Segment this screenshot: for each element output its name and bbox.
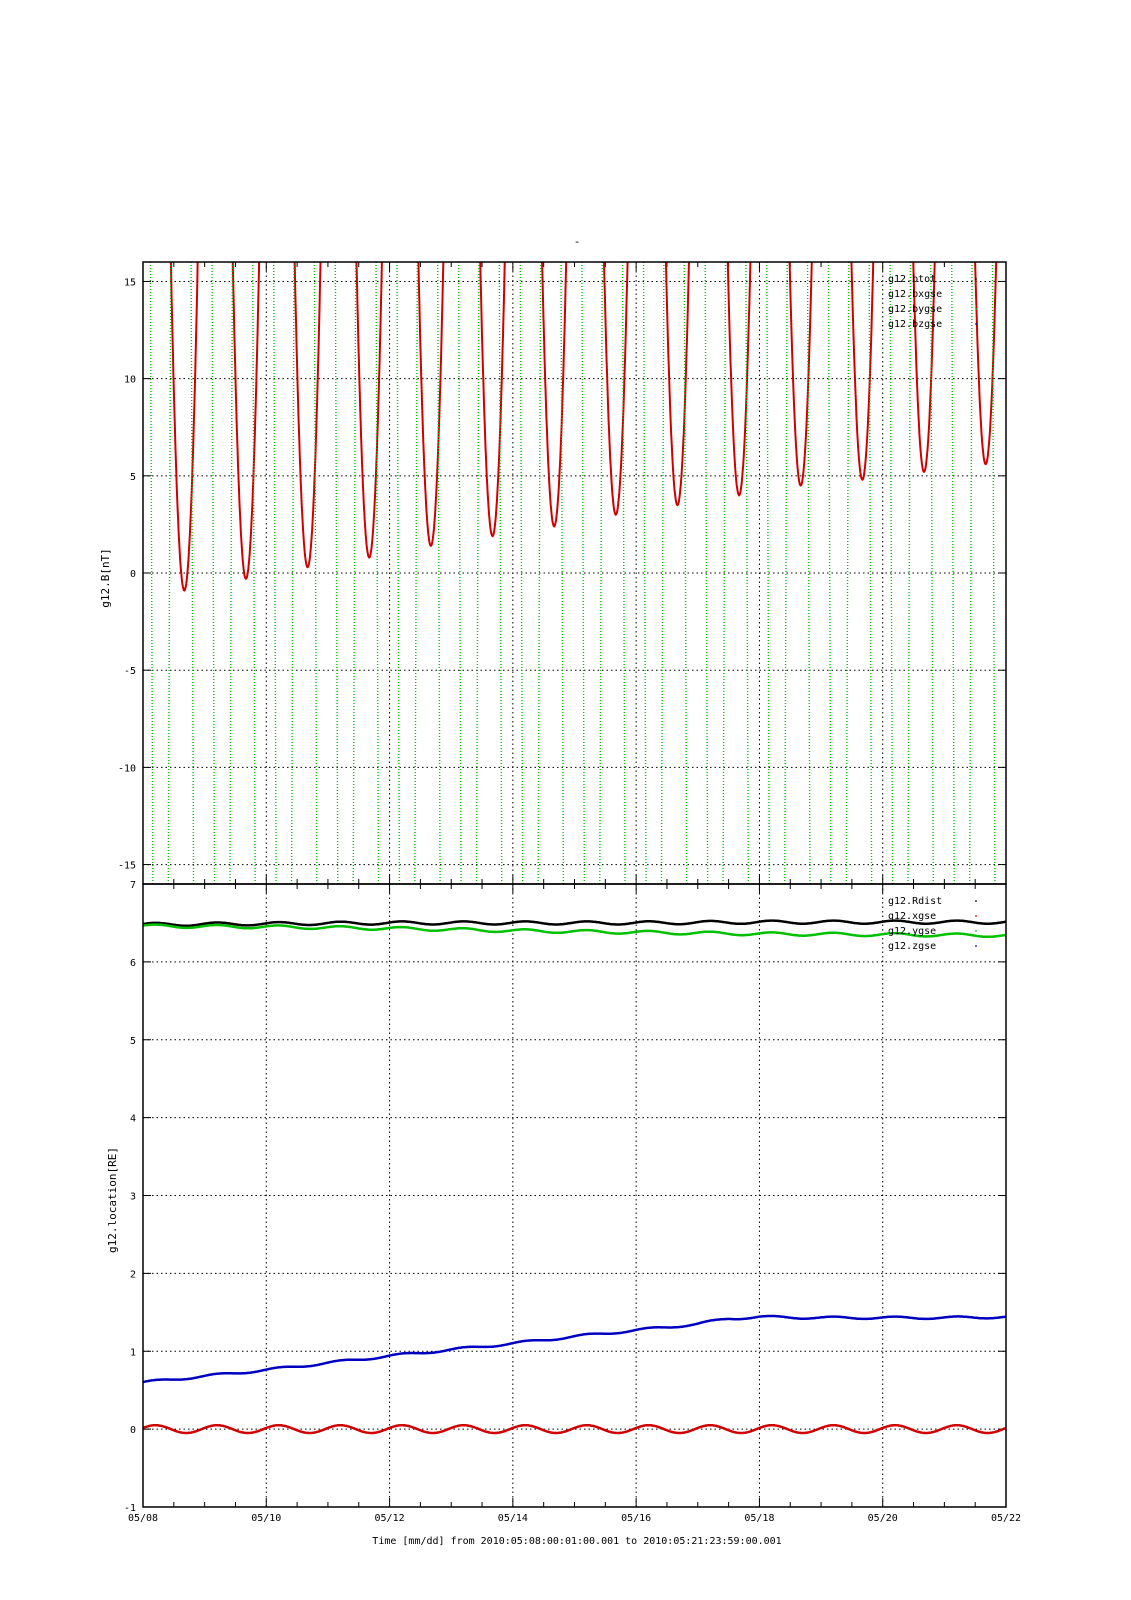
- x-tick-label: 05/14: [498, 1513, 528, 1524]
- y-tick-label: -5: [124, 666, 136, 677]
- legend-marker: [975, 278, 977, 280]
- series-line: [211, 262, 216, 884]
- y-tick-label: 1: [130, 1347, 136, 1358]
- figure-title: -: [574, 235, 581, 248]
- legend-entry: g12.zgse: [888, 941, 936, 952]
- legend-marker: [975, 945, 977, 947]
- series-line: [581, 262, 586, 884]
- series-line: [396, 262, 401, 884]
- series-line: [229, 262, 234, 884]
- y-tick-label: 7: [130, 880, 136, 891]
- y-tick-label: 2: [130, 1269, 136, 1280]
- series-line: [436, 262, 441, 884]
- series-line: [169, 262, 998, 592]
- legend-marker: [975, 930, 977, 932]
- legend-entry: g12.Rdist: [888, 896, 942, 907]
- y-tick-label: 10: [124, 375, 136, 386]
- y-tick-label: -15: [118, 861, 136, 872]
- y-tick-label: -10: [118, 763, 136, 774]
- plot-area: [143, 919, 1006, 1435]
- y-tick-label: 6: [130, 958, 136, 969]
- y-tick-label: 0: [130, 1425, 136, 1436]
- series-line: [827, 262, 832, 884]
- series-line: [143, 1423, 1006, 1435]
- series-line: [845, 262, 850, 884]
- series-line: [143, 1314, 1006, 1384]
- series-line: [143, 923, 1006, 939]
- x-tick-label: 05/20: [868, 1513, 898, 1524]
- y-axis-label-top: g12.B[nT]: [99, 548, 112, 608]
- legend-marker: [975, 323, 977, 325]
- y-tick-label: 15: [124, 277, 136, 288]
- series-line: [414, 262, 419, 884]
- x-axis-label: Time [mm/dd] from 2010:05:08:00:01:00.00…: [372, 1536, 781, 1547]
- legend-marker: [975, 900, 977, 902]
- x-tick-label: 05/10: [251, 1513, 281, 1524]
- y-tick-label: 5: [130, 1036, 136, 1047]
- plot-area: [149, 262, 998, 884]
- legend-entry: g12.bzgse: [888, 319, 942, 330]
- legend-entry: g12.xgse: [888, 911, 936, 922]
- legend-marker: [975, 915, 977, 917]
- legend-entry: g12.ygse: [888, 926, 936, 937]
- legend-entry: g12.btot: [888, 274, 936, 285]
- y-tick-label: 3: [130, 1192, 136, 1203]
- y-tick-label: 5: [130, 472, 136, 483]
- legend-marker: [975, 293, 977, 295]
- y-axis-label-bottom: g12.location[RE]: [106, 1147, 119, 1253]
- y-tick-label: -1: [124, 1503, 136, 1514]
- x-tick-label: 05/18: [744, 1513, 774, 1524]
- legend-entry: g12.bxgse: [888, 289, 942, 300]
- x-tick-label: 05/08: [128, 1513, 158, 1524]
- magnetic-field-panel: -15 -10 -5 0 5 10 15 g12.btot g12.bxgse g12.bygse…: [118, 261, 1007, 885]
- y-tick-label: 0: [130, 569, 136, 580]
- x-tick-label: 05/22: [991, 1513, 1021, 1524]
- legend-marker: [975, 308, 977, 310]
- x-tick-label: 05/12: [375, 1513, 405, 1524]
- x-tick-label: 05/16: [621, 1513, 651, 1524]
- series-line: [252, 262, 256, 884]
- location-panel: -1 0 1 2 3 4 5 6 7 05/08 05/10 05/12 05/14 05/16 05/18…: [124, 880, 1021, 1524]
- series-line: [143, 919, 1006, 928]
- legend-entry: g12.bygse: [888, 304, 942, 315]
- y-tick-label: 4: [130, 1114, 136, 1125]
- plot-frame: [142, 883, 1007, 1508]
- series-line: [599, 262, 603, 884]
